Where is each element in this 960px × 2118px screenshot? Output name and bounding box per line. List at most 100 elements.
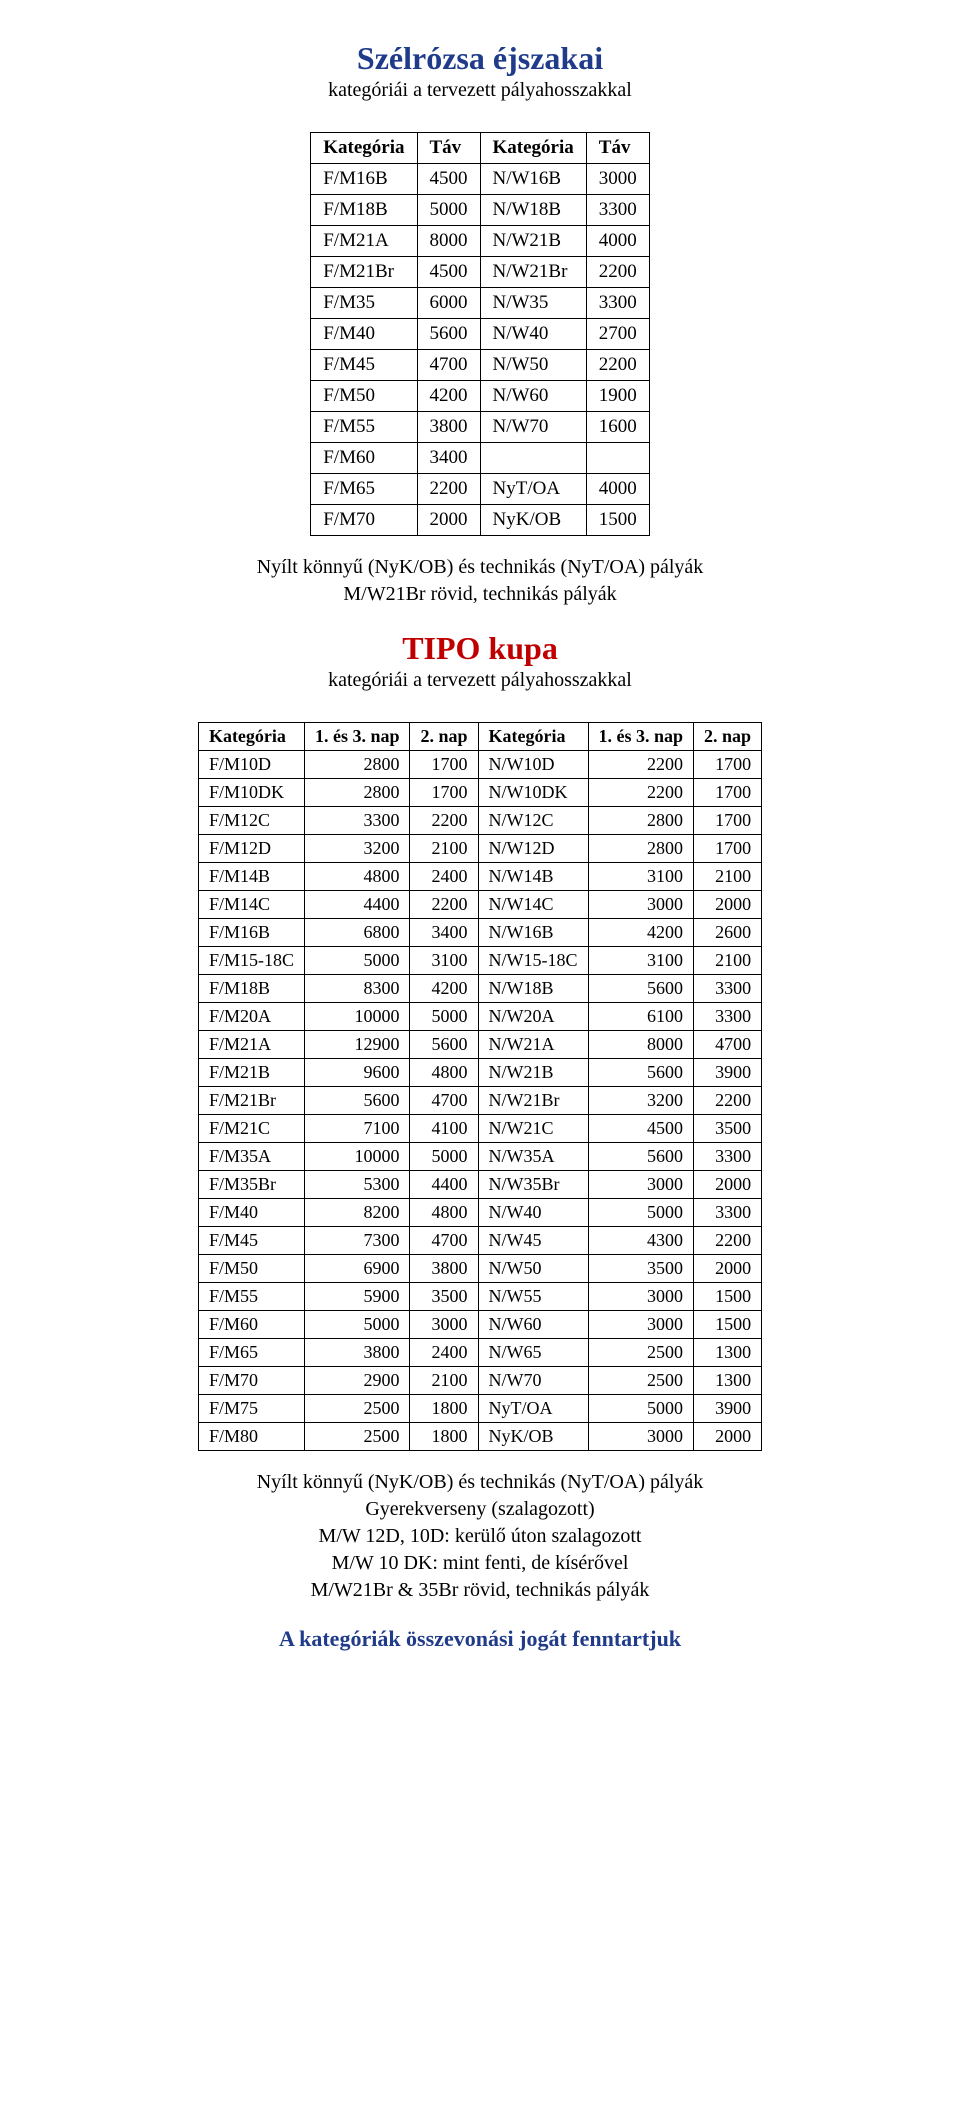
col-header: 1. és 3. nap xyxy=(588,723,694,751)
table-cell: F/M12D xyxy=(198,835,304,863)
section1-notes: Nyílt könnyű (NyK/OB) és technikás (NyT/… xyxy=(60,554,900,608)
table-cell: F/M14B xyxy=(198,863,304,891)
table-cell: 2200 xyxy=(410,807,478,835)
table-row: F/M356000N/W353300 xyxy=(311,288,650,319)
table-cell xyxy=(586,443,649,474)
table-cell: 2200 xyxy=(410,891,478,919)
table-cell: 3300 xyxy=(304,807,410,835)
table-row: F/M16B68003400N/W16B42002600 xyxy=(198,919,761,947)
table-cell: 2400 xyxy=(410,1339,478,1367)
table-cell: 2200 xyxy=(694,1087,762,1115)
table-row: F/M454700N/W502200 xyxy=(311,350,650,381)
table-cell: 3200 xyxy=(588,1087,694,1115)
table-cell: 1700 xyxy=(694,751,762,779)
table-cell: N/W35Br xyxy=(478,1171,588,1199)
note-line: M/W 12D, 10D: kerülő úton szalagozott xyxy=(60,1523,900,1550)
table-cell: NyT/OA xyxy=(478,1395,588,1423)
table-cell: F/M40 xyxy=(311,319,417,350)
table-cell: N/W10D xyxy=(478,751,588,779)
table-cell: 5000 xyxy=(304,1311,410,1339)
table-cell: 6800 xyxy=(304,919,410,947)
table-cell: N/W35A xyxy=(478,1143,588,1171)
table-cell: 2000 xyxy=(694,891,762,919)
table-cell: N/W35 xyxy=(480,288,586,319)
table-cell: N/W21B xyxy=(478,1059,588,1087)
table-cell: 3000 xyxy=(588,1171,694,1199)
table-cell: 2900 xyxy=(304,1367,410,1395)
table-cell: N/W18B xyxy=(480,195,586,226)
table-row: F/M14C44002200N/W14C30002000 xyxy=(198,891,761,919)
table-cell: 3500 xyxy=(410,1283,478,1311)
table-cell: 8000 xyxy=(417,226,480,257)
table-cell: 3300 xyxy=(694,1143,762,1171)
table-cell: F/M55 xyxy=(198,1283,304,1311)
table-row: F/M553800N/W701600 xyxy=(311,412,650,443)
table-cell: N/W12C xyxy=(478,807,588,835)
table-cell: 1700 xyxy=(694,807,762,835)
table-cell: 1700 xyxy=(694,835,762,863)
table-cell: 5600 xyxy=(410,1031,478,1059)
table-cell: 6100 xyxy=(588,1003,694,1031)
table-cell: 10000 xyxy=(304,1143,410,1171)
table-cell: 10000 xyxy=(304,1003,410,1031)
table-cell: 3100 xyxy=(410,947,478,975)
table-cell: 3100 xyxy=(588,947,694,975)
table-row: F/M652200NyT/OA4000 xyxy=(311,474,650,505)
table-cell: 2100 xyxy=(410,1367,478,1395)
table-cell: 2400 xyxy=(410,863,478,891)
table-cell: 3400 xyxy=(417,443,480,474)
col-header: 1. és 3. nap xyxy=(304,723,410,751)
table-cell: F/M50 xyxy=(198,1255,304,1283)
table-row: F/M5069003800N/W5035002000 xyxy=(198,1255,761,1283)
table-cell: N/W16B xyxy=(480,164,586,195)
table-cell: 6900 xyxy=(304,1255,410,1283)
note-line: Nyílt könnyű (NyK/OB) és technikás (NyT/… xyxy=(60,554,900,581)
note-line: Gyerekverseny (szalagozott) xyxy=(60,1496,900,1523)
table-cell: 1300 xyxy=(694,1367,762,1395)
table-cell: N/W21Br xyxy=(480,257,586,288)
table-cell: 1500 xyxy=(586,505,649,536)
table-cell: N/W55 xyxy=(478,1283,588,1311)
table-cell: 8200 xyxy=(304,1199,410,1227)
table-szelrozsa: Kategória Táv Kategória Táv F/M16B4500N/… xyxy=(310,132,650,536)
table-cell: 6000 xyxy=(417,288,480,319)
table-row: F/M504200N/W601900 xyxy=(311,381,650,412)
table-tipo: Kategória 1. és 3. nap 2. nap Kategória … xyxy=(198,722,762,1451)
table-cell: 4700 xyxy=(410,1087,478,1115)
table-cell: 4200 xyxy=(410,975,478,1003)
table-cell: 2500 xyxy=(588,1339,694,1367)
table-cell xyxy=(480,443,586,474)
table-cell: F/M70 xyxy=(198,1367,304,1395)
table-row: F/M35Br53004400N/W35Br30002000 xyxy=(198,1171,761,1199)
table-cell: 5600 xyxy=(304,1087,410,1115)
table-row: F/M21A8000N/W21B4000 xyxy=(311,226,650,257)
table-cell: 7100 xyxy=(304,1115,410,1143)
table-cell: 2200 xyxy=(694,1227,762,1255)
table-cell: 3300 xyxy=(586,195,649,226)
table-cell: 2500 xyxy=(304,1395,410,1423)
table-header-row: Kategória Táv Kategória Táv xyxy=(311,133,650,164)
table-cell: 4800 xyxy=(410,1059,478,1087)
table-cell: 2100 xyxy=(694,863,762,891)
table-header-row: Kategória 1. és 3. nap 2. nap Kategória … xyxy=(198,723,761,751)
table-cell: 3100 xyxy=(588,863,694,891)
col-header: Kategória xyxy=(198,723,304,751)
table-cell: 4200 xyxy=(588,919,694,947)
table-cell: 5000 xyxy=(304,947,410,975)
table-cell: F/M50 xyxy=(311,381,417,412)
table-cell: 2000 xyxy=(417,505,480,536)
table-cell: NyK/OB xyxy=(480,505,586,536)
table-cell: F/M10D xyxy=(198,751,304,779)
table-cell: 5000 xyxy=(410,1003,478,1031)
table-cell: F/M14C xyxy=(198,891,304,919)
table-cell: F/M21A xyxy=(311,226,417,257)
table-cell: F/M21Br xyxy=(311,257,417,288)
table-cell: N/W40 xyxy=(480,319,586,350)
table-cell: 5600 xyxy=(588,1143,694,1171)
section1-subtitle: kategóriái a tervezett pályahosszakkal xyxy=(60,79,900,102)
table-cell: N/W50 xyxy=(478,1255,588,1283)
table-row: F/M6050003000N/W6030001500 xyxy=(198,1311,761,1339)
col-header: Táv xyxy=(417,133,480,164)
table-row: F/M12C33002200N/W12C28001700 xyxy=(198,807,761,835)
table-cell: 2200 xyxy=(586,257,649,288)
